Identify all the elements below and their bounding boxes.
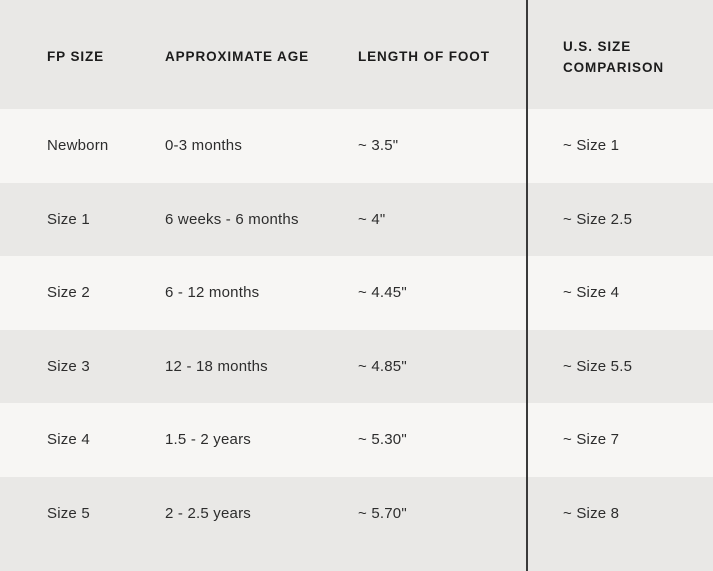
- cell-approximate-age: 1.5 - 2 years: [165, 431, 251, 449]
- cell-us-size-comparison: ~ Size 4: [563, 284, 620, 302]
- cell-us-size-comparison: ~ Size 2.5: [563, 210, 633, 228]
- cell-us-size-comparison: ~ Size 8: [563, 504, 620, 522]
- cell-fp-size: Newborn: [47, 137, 109, 155]
- column-header-approximate-age: APPROXIMATE AGE: [165, 49, 310, 64]
- cell-approximate-age: 2 - 2.5 years: [165, 504, 251, 522]
- table-row-size-4: Size 4 1.5 - 2 years ~ 5.30" ~ Size 7: [0, 403, 713, 477]
- table-row-size-1: Size 1 6 weeks - 6 months ~ 4" ~ Size 2.…: [0, 183, 713, 257]
- table-header-row: FP SIZE APPROXIMATE AGE LENGTH OF FOOT U…: [0, 0, 713, 109]
- column-header-length-of-foot: LENGTH OF FOOT: [358, 49, 490, 64]
- table-row-size-2: Size 2 6 - 12 months ~ 4.45" ~ Size 4: [0, 256, 713, 330]
- cell-fp-size: Size 1: [47, 210, 90, 228]
- table-row-size-3: Size 3 12 - 18 months ~ 4.85" ~ Size 5.5: [0, 330, 713, 404]
- cell-fp-size: Size 2: [47, 284, 90, 302]
- column-header-us-size-comparison: U.S. SIZE COMPARISON: [563, 38, 665, 75]
- cell-us-size-comparison: ~ Size 7: [563, 431, 620, 449]
- cell-length-of-foot: ~ 4": [358, 210, 386, 228]
- cell-approximate-age: 6 weeks - 6 months: [165, 210, 299, 228]
- cell-approximate-age: 0-3 months: [165, 137, 243, 155]
- cell-fp-size: Size 4: [47, 431, 90, 449]
- cell-approximate-age: 12 - 18 months: [165, 357, 268, 375]
- cell-approximate-age: 6 - 12 months: [165, 284, 260, 302]
- cell-length-of-foot: ~ 5.70": [358, 504, 407, 522]
- cell-us-size-comparison: ~ Size 1: [563, 137, 620, 155]
- cell-fp-size: Size 3: [47, 357, 90, 375]
- column-header-fp-size: FP SIZE: [47, 49, 105, 64]
- cell-length-of-foot: ~ 4.45": [358, 284, 407, 302]
- table-row-newborn: Newborn 0-3 months ~ 3.5" ~ Size 1: [0, 109, 713, 183]
- column-divider-line: [526, 0, 528, 571]
- cell-length-of-foot: ~ 4.85": [358, 357, 407, 375]
- cell-fp-size: Size 5: [47, 504, 90, 522]
- table-row-size-5: Size 5 2 - 2.5 years ~ 5.70" ~ Size 8: [0, 477, 713, 551]
- cell-length-of-foot: ~ 5.30": [358, 431, 407, 449]
- cell-us-size-comparison: ~ Size 5.5: [563, 357, 633, 375]
- cell-length-of-foot: ~ 3.5": [358, 137, 399, 155]
